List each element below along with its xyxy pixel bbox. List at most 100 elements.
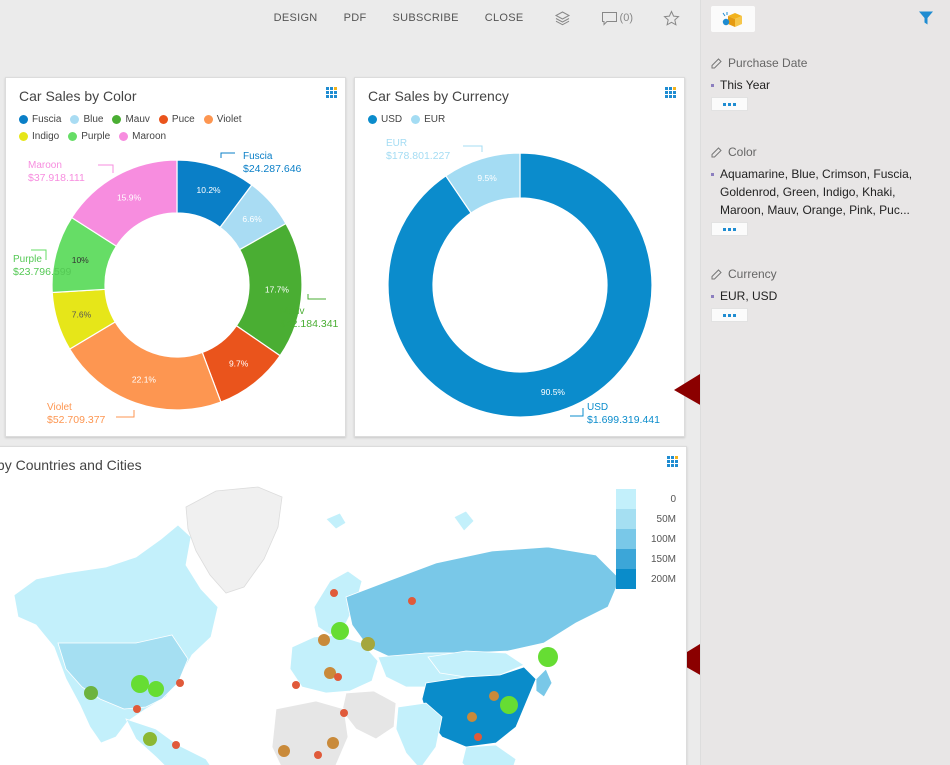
legend-item[interactable]: Mauv (112, 112, 150, 127)
layers-icon (554, 10, 570, 25)
filter-color[interactable]: Color Aquamarine, Blue, Crimson, Fuscia, … (711, 145, 936, 236)
star-icon (663, 9, 680, 26)
city-marker[interactable] (318, 634, 330, 646)
legend-item[interactable]: Blue (70, 112, 103, 127)
legend-item[interactable]: Puce (158, 112, 195, 127)
map-region-svalbard[interactable] (325, 512, 347, 530)
filter-funnel-icon[interactable] (918, 10, 934, 26)
widget-menu-icon[interactable] (326, 87, 337, 98)
edit-pencil-icon[interactable] (711, 146, 722, 158)
map-scale-legend: 0 50M 100M 150M 200M (616, 489, 686, 589)
favorite-button[interactable] (663, 9, 680, 27)
callout-usd-name: USD (587, 402, 608, 413)
scale-row: 0 (616, 489, 686, 509)
legend-swatch (68, 132, 78, 141)
callout-fuscia-value: $24.287.646 (243, 163, 302, 175)
legend-label: Violet (216, 114, 242, 125)
pdf-button[interactable]: PDF (343, 12, 367, 24)
layers-button[interactable] (554, 10, 571, 27)
edit-pencil-icon[interactable] (711, 57, 722, 69)
map-region-novaya-zemlya[interactable] (453, 510, 475, 532)
widget-menu-icon[interactable] (665, 87, 676, 98)
map-region-india[interactable] (395, 702, 443, 765)
curved-arrow-icon (674, 626, 740, 676)
scale-row: 50M (616, 509, 686, 529)
city-marker[interactable] (131, 675, 149, 693)
donut-slice-usd[interactable] (387, 152, 653, 418)
legend-swatch (19, 132, 28, 141)
filter-value: This Year (711, 76, 936, 94)
city-marker[interactable] (538, 647, 558, 667)
city-marker[interactable] (474, 733, 482, 741)
city-marker[interactable] (330, 589, 338, 597)
city-marker[interactable] (133, 705, 141, 713)
map-region-middle-east[interactable] (341, 690, 397, 740)
city-marker[interactable] (408, 597, 416, 605)
slice-value-label: 10.2% (197, 185, 222, 195)
legend-item[interactable]: Maroon (119, 129, 166, 144)
legend-label: Puce (171, 114, 195, 125)
callout-eur-value: $178.801.227 (386, 150, 450, 162)
legend-item[interactable]: EUR (411, 112, 445, 127)
legend-label: Fuscia (32, 114, 62, 125)
filter-purchase-date[interactable]: Purchase Date This Year (711, 56, 936, 111)
widget-menu-icon[interactable] (667, 456, 678, 467)
city-marker[interactable] (148, 681, 164, 697)
city-marker[interactable] (489, 691, 499, 701)
city-marker[interactable] (143, 732, 157, 746)
edit-pencil-icon[interactable] (711, 268, 722, 280)
map-region-central-america[interactable] (125, 718, 218, 765)
map-region-japan[interactable] (535, 668, 553, 698)
comments-button[interactable]: (0) (601, 11, 633, 26)
filter-more-button[interactable] (711, 97, 748, 111)
city-marker[interactable] (176, 679, 184, 687)
map-region-europe[interactable] (289, 634, 379, 694)
city-marker[interactable] (327, 737, 339, 749)
callout-violet-name: Violet (47, 402, 72, 413)
comments-count: (0) (619, 12, 633, 24)
comment-icon (601, 11, 617, 26)
legend-item[interactable]: Fuscia (19, 112, 61, 127)
map-region-greenland[interactable] (185, 486, 283, 594)
analysis-button[interactable] (711, 6, 755, 32)
legend-item[interactable]: Indigo (19, 129, 59, 144)
scale-label: 100M (650, 533, 676, 545)
legend-swatch (368, 115, 377, 124)
color-chart-legend: Fuscia Blue Mauv Puce Violet Indigo Purple Maro… (19, 112, 251, 146)
filter-more-button[interactable] (711, 222, 748, 236)
city-marker[interactable] (172, 741, 180, 749)
callout-usd-value: $1.699.319.441 (587, 414, 660, 426)
callout-fuscia-name: Fuscia (243, 151, 273, 162)
map-region-southeast-asia[interactable] (461, 744, 517, 765)
map-region-mongolia[interactable] (427, 650, 525, 678)
subscribe-button[interactable]: SUBSCRIBE (392, 12, 459, 24)
filter-more-button[interactable] (711, 308, 748, 322)
city-marker[interactable] (340, 709, 348, 717)
slice-value-label: 9.7% (229, 359, 249, 369)
design-button[interactable]: DESIGN (273, 12, 318, 24)
map-widget: Sales by Countries and Cities (0, 446, 687, 765)
city-marker[interactable] (500, 696, 518, 714)
map-region-africa[interactable] (271, 700, 349, 765)
legend-item[interactable]: Violet (203, 112, 242, 127)
close-button[interactable]: CLOSE (484, 12, 524, 24)
callout-mauv-value: $42.184.341 (280, 318, 339, 330)
city-marker[interactable] (361, 637, 375, 651)
filter-currency[interactable]: Currency EUR, USD (711, 267, 936, 322)
city-marker[interactable] (292, 681, 300, 689)
city-marker[interactable] (278, 745, 290, 757)
legend-item[interactable]: Purple (68, 129, 110, 144)
filter-title-label: Color (728, 145, 757, 159)
map-region-north-america[interactable] (13, 524, 219, 744)
city-marker[interactable] (331, 622, 349, 640)
city-marker[interactable] (324, 667, 336, 679)
map-region-russia[interactable] (345, 546, 621, 658)
donut-slice-eur[interactable] (444, 152, 521, 214)
city-marker[interactable] (314, 751, 322, 759)
city-marker[interactable] (467, 712, 477, 722)
legend-item[interactable]: USD (368, 112, 402, 127)
donut-slice-maroon[interactable] (70, 159, 178, 247)
filter-title: Color (711, 145, 936, 159)
city-marker[interactable] (334, 673, 342, 681)
city-marker[interactable] (84, 686, 98, 700)
